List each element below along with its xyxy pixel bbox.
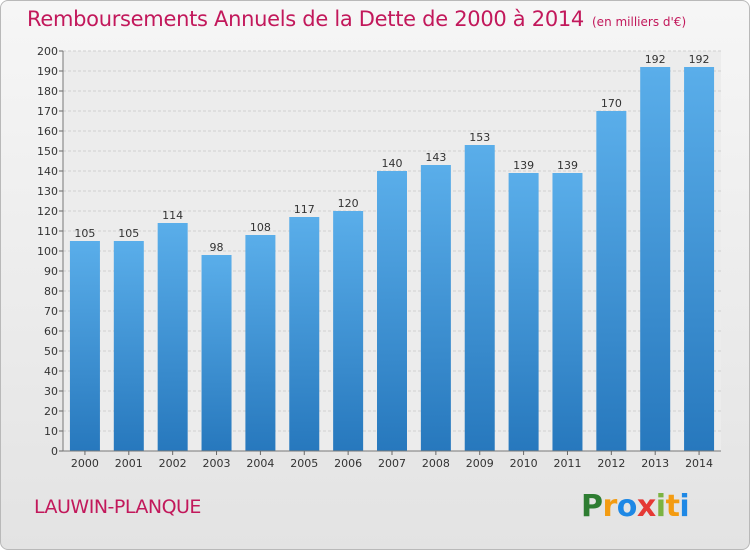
y-tick-label: 190 xyxy=(37,65,58,78)
x-tick-label: 2012 xyxy=(597,457,625,470)
data-label-2005: 117 xyxy=(294,203,315,216)
y-tick-label: 200 xyxy=(37,45,58,58)
bar-2009 xyxy=(464,145,495,451)
bar-2013 xyxy=(640,67,671,451)
y-tick-label: 60 xyxy=(44,325,58,338)
label-layer: 105 105 114 98 108 117 120 140 143 153 139 139 170 19… xyxy=(74,53,709,254)
logo-letter: P xyxy=(581,489,603,524)
x-tick-label: 2001 xyxy=(115,457,143,470)
y-tick-label: 130 xyxy=(37,185,58,198)
chart-title-text: Remboursements Annuels de la Dette de 20… xyxy=(27,7,584,31)
data-label-2001: 105 xyxy=(118,227,139,240)
x-tick-label: 2000 xyxy=(71,457,99,470)
y-tick-label: 140 xyxy=(37,165,58,178)
x-tick-label: 2004 xyxy=(246,457,274,470)
x-tick-label: 2013 xyxy=(641,457,669,470)
logo-letter: r xyxy=(602,489,618,524)
y-tick-label: 110 xyxy=(37,225,58,238)
x-tick-label: 2003 xyxy=(203,457,231,470)
logo-letter: i xyxy=(679,489,690,524)
y-tick-label: 100 xyxy=(37,245,58,258)
y-tick-label: 170 xyxy=(37,105,58,118)
data-label-2003: 98 xyxy=(210,241,224,254)
bar-2014 xyxy=(684,67,715,451)
y-tick-label: 150 xyxy=(37,145,58,158)
y-tick-label: 160 xyxy=(37,125,58,138)
bar-2000 xyxy=(69,241,100,451)
data-label-2006: 120 xyxy=(338,197,359,210)
y-tick-label: 30 xyxy=(44,385,58,398)
x-tick-label: 2009 xyxy=(466,457,494,470)
logo-letter: i xyxy=(655,489,666,524)
y-tick-label: 70 xyxy=(44,305,58,318)
data-label-2010: 139 xyxy=(513,159,534,172)
bar-2007 xyxy=(377,171,407,451)
x-tick-label: 2008 xyxy=(422,457,450,470)
bar-2005 xyxy=(289,217,320,451)
x-tick-label: 2006 xyxy=(334,457,362,470)
data-label-2011: 139 xyxy=(557,159,578,172)
logo-letter: t xyxy=(665,489,680,524)
x-tick-label: 2005 xyxy=(290,457,318,470)
data-label-2009: 153 xyxy=(469,131,490,144)
x-tick-label: 2007 xyxy=(378,457,406,470)
x-tick-label: 2002 xyxy=(159,457,187,470)
bar-2003 xyxy=(201,255,232,451)
data-label-2004: 108 xyxy=(250,221,271,234)
y-tick-label: 50 xyxy=(44,345,58,358)
y-tick-label: 10 xyxy=(44,425,58,438)
data-label-2008: 143 xyxy=(425,151,446,164)
bar-2010 xyxy=(508,173,539,451)
chart-title: Remboursements Annuels de la Dette de 20… xyxy=(27,7,686,31)
bar-2012 xyxy=(596,111,627,451)
bar-2008 xyxy=(420,165,451,451)
bar-2006 xyxy=(333,211,364,451)
axis-layer: 0 10 20 30 40 50 60 70 80 90 100 110 120 130 140 150 160… xyxy=(37,45,721,470)
bar-layer xyxy=(69,67,715,451)
data-label-2014: 192 xyxy=(689,53,710,66)
y-tick-label: 20 xyxy=(44,405,58,418)
commune-name: LAUWIN-PLANQUE xyxy=(34,496,201,518)
bar-2002 xyxy=(157,223,188,451)
data-label-2002: 114 xyxy=(162,209,183,222)
x-tick-label: 2010 xyxy=(510,457,538,470)
bar-2001 xyxy=(113,241,144,451)
bar-2011 xyxy=(552,173,583,451)
data-label-2013: 192 xyxy=(645,53,666,66)
y-tick-label: 80 xyxy=(44,285,58,298)
y-tick-label: 120 xyxy=(37,205,58,218)
data-label-2012: 170 xyxy=(601,97,622,110)
data-label-2000: 105 xyxy=(74,227,95,240)
chart-subtitle: (en milliers d'€) xyxy=(592,15,687,29)
x-tick-label: 2014 xyxy=(685,457,713,470)
logo-letter: x xyxy=(636,489,656,524)
y-tick-label: 180 xyxy=(37,85,58,98)
logo-letter: o xyxy=(616,489,638,524)
y-tick-label: 0 xyxy=(51,445,58,458)
x-tick-label: 2011 xyxy=(553,457,581,470)
y-tick-label: 40 xyxy=(44,365,58,378)
proxiti-logo: Proxiti xyxy=(581,489,690,524)
bar-2004 xyxy=(245,235,276,451)
y-tick-label: 90 xyxy=(44,265,58,278)
data-label-2007: 140 xyxy=(382,157,403,170)
